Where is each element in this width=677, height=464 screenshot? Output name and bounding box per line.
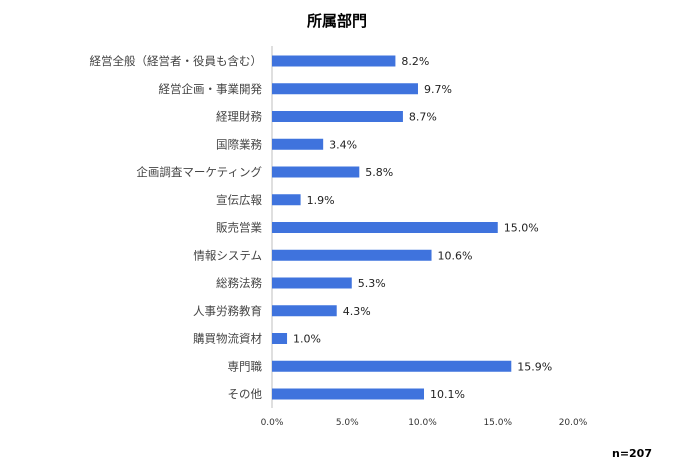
bar bbox=[272, 333, 288, 344]
bar bbox=[272, 249, 432, 261]
bar bbox=[272, 222, 498, 233]
x-tick-label: 15.0% bbox=[483, 418, 512, 428]
x-tick-label: 5.0% bbox=[336, 418, 359, 428]
category-label: 総務法務 bbox=[216, 276, 262, 290]
value-label: 10.1% bbox=[430, 388, 465, 401]
bar bbox=[272, 360, 512, 372]
category-label: 宣伝広報 bbox=[216, 193, 262, 207]
value-label: 8.2% bbox=[401, 55, 429, 68]
bar bbox=[272, 83, 418, 95]
bar bbox=[272, 277, 352, 289]
x-tick-label: 20.0% bbox=[559, 418, 588, 428]
x-tick-label: 10.0% bbox=[408, 418, 437, 428]
value-label: 1.9% bbox=[307, 194, 335, 207]
x-tick-label: 0.0% bbox=[261, 418, 284, 428]
value-label: 1.0% bbox=[293, 333, 321, 346]
chart-title: 所属部門 bbox=[307, 12, 367, 30]
sample-size-note: n=207 bbox=[612, 447, 652, 460]
value-label: 8.7% bbox=[409, 111, 437, 124]
value-label: 15.9% bbox=[517, 360, 552, 373]
category-label: 経営全般（経営者・役員も含む） bbox=[90, 54, 263, 68]
value-label: 5.3% bbox=[358, 277, 386, 290]
value-label: 3.4% bbox=[329, 138, 357, 151]
bar bbox=[272, 166, 360, 178]
category-label: 情報システム bbox=[193, 248, 262, 262]
value-label: 15.0% bbox=[504, 222, 539, 235]
value-label: 9.7% bbox=[424, 83, 452, 96]
bar bbox=[272, 194, 301, 206]
value-label: 10.6% bbox=[438, 249, 473, 262]
value-label: 4.3% bbox=[343, 305, 371, 318]
category-label: 購買物流資材 bbox=[193, 332, 262, 346]
category-label: 販売営業 bbox=[216, 221, 262, 235]
bar bbox=[272, 305, 337, 317]
category-label: 専門職 bbox=[228, 359, 263, 373]
bar bbox=[272, 111, 403, 122]
category-label: 人事労務教育 bbox=[193, 304, 262, 318]
category-label: 企画調査マーケティング bbox=[136, 165, 262, 179]
value-label: 5.8% bbox=[365, 166, 393, 179]
category-label: 経理財務 bbox=[216, 110, 262, 124]
category-label: その他 bbox=[228, 387, 263, 401]
bar bbox=[272, 55, 396, 67]
bar bbox=[272, 138, 324, 150]
category-label: 経営企画・事業開発 bbox=[159, 82, 263, 96]
category-label: 国際業務 bbox=[216, 137, 262, 151]
bar bbox=[272, 388, 425, 400]
